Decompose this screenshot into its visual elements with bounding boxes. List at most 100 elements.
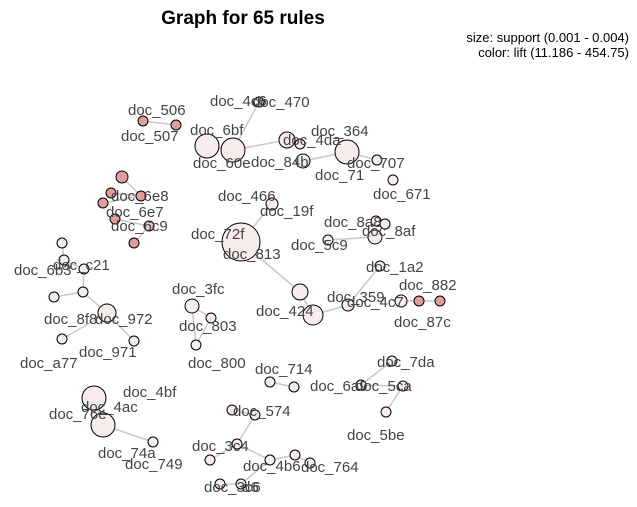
graph-edge — [236, 443, 271, 461]
graph-edge — [236, 414, 256, 445]
rule-node — [294, 138, 306, 150]
rule-node — [128, 335, 140, 347]
item-label: doc_a77 — [20, 355, 78, 372]
item-label: doc_972 — [95, 311, 153, 328]
rule-node — [341, 298, 355, 312]
rule-node — [265, 197, 279, 211]
item-label: doc_6e7 — [106, 204, 164, 221]
rule-node — [143, 220, 155, 232]
item-label: doc_8a8 — [324, 214, 382, 231]
rule-node — [289, 449, 301, 461]
item-label: doc_6a9 — [310, 378, 368, 395]
rule-node — [78, 263, 90, 275]
rule-node — [77, 286, 89, 298]
item-label: doc_76e — [49, 406, 107, 423]
rule-node — [115, 170, 129, 184]
item-label: doc_5c9 — [291, 237, 348, 254]
rule-node — [128, 237, 140, 249]
graph-edge — [142, 120, 177, 126]
item-label: doc_470 — [252, 94, 310, 111]
item-label: doc_506 — [128, 102, 186, 119]
rule-node — [367, 229, 383, 245]
item-label: doc_4c6 — [210, 93, 267, 110]
item-label: doc_4ac — [81, 399, 138, 416]
rule-node — [220, 137, 246, 163]
graph-edge — [240, 459, 271, 485]
rule-node — [264, 454, 276, 466]
rule-node — [56, 333, 68, 345]
graph-edge — [360, 360, 393, 386]
rule-node — [81, 385, 107, 411]
rule-node — [231, 438, 243, 450]
rule-node — [304, 457, 316, 469]
item-label: d6 — [242, 479, 259, 496]
rule-node — [379, 218, 391, 230]
rule-node — [434, 295, 446, 307]
graph-edge — [102, 195, 142, 204]
item-label: doc_5ca — [355, 378, 412, 395]
item-label: doc_3c4 — [192, 438, 249, 455]
rule-node — [386, 355, 398, 367]
item-label: doc_4bf — [123, 384, 177, 401]
item-label: doc_8af — [362, 223, 416, 240]
rule-node — [295, 153, 311, 169]
rule-node — [253, 96, 265, 108]
item-label: doc_466 — [218, 188, 276, 205]
rule-node — [135, 190, 147, 202]
item-label: doc_74a — [98, 445, 156, 462]
item-label: doc_84b — [251, 154, 309, 171]
item-label: doc_882 — [399, 277, 457, 294]
item-label: doc_359 — [327, 289, 385, 306]
item-label: doc_19f — [260, 203, 314, 220]
item-label: doc_813 — [223, 246, 281, 263]
rule-node — [355, 379, 367, 391]
rule-node — [56, 237, 68, 249]
rule-node — [387, 174, 399, 186]
item-label: doc_749 — [125, 456, 183, 473]
rule-node — [288, 381, 300, 393]
rule-node — [249, 409, 261, 421]
item-label: doc_4b6 — [243, 458, 301, 475]
rule-node — [221, 222, 261, 262]
item-label: doc_6bf — [190, 122, 244, 139]
item-label: doc_1a2 — [366, 259, 424, 276]
rule-node — [226, 404, 238, 416]
rule-node — [204, 454, 216, 466]
rule-node — [48, 291, 60, 303]
item-label: doc_507 — [121, 128, 179, 145]
rule-node — [137, 115, 149, 127]
item-label: doc_8f8 — [44, 311, 97, 328]
legend-color: color: lift (11.186 - 454.75) — [478, 45, 629, 60]
rule-node — [264, 376, 276, 388]
item-label: doc_c21 — [53, 257, 110, 274]
rule-node — [97, 197, 109, 209]
item-label: doc_707 — [347, 155, 405, 172]
item-label: doc_87c — [394, 314, 451, 331]
item-label: doc_424 — [256, 303, 314, 320]
rule-node — [394, 294, 408, 308]
item-label: doc_764 — [301, 459, 359, 476]
rule-node — [170, 119, 182, 131]
item-label: doc_72f — [191, 226, 245, 243]
rule-node — [374, 260, 386, 272]
item-label: doc_5be — [347, 427, 405, 444]
item-label: doc_6b3 — [14, 262, 72, 279]
rule-node — [147, 436, 159, 448]
rule-node — [109, 213, 121, 225]
item-label: doc_4c7 — [347, 294, 404, 311]
item-label: doc_3fc — [172, 281, 225, 298]
item-label: doc_574 — [233, 403, 291, 420]
item-label: doc_671 — [373, 186, 431, 203]
rule-node — [291, 283, 309, 301]
item-label: doc_364 — [311, 123, 369, 140]
chart-title: Graph for 65 rules — [161, 8, 325, 29]
item-label: doc_4da — [283, 132, 341, 149]
graph-nodes — [48, 96, 446, 490]
item-label: doc_60e — [193, 155, 251, 172]
item-label: doc_803 — [179, 318, 237, 335]
item-label: doc_800 — [188, 355, 246, 372]
rule-node — [334, 139, 360, 165]
